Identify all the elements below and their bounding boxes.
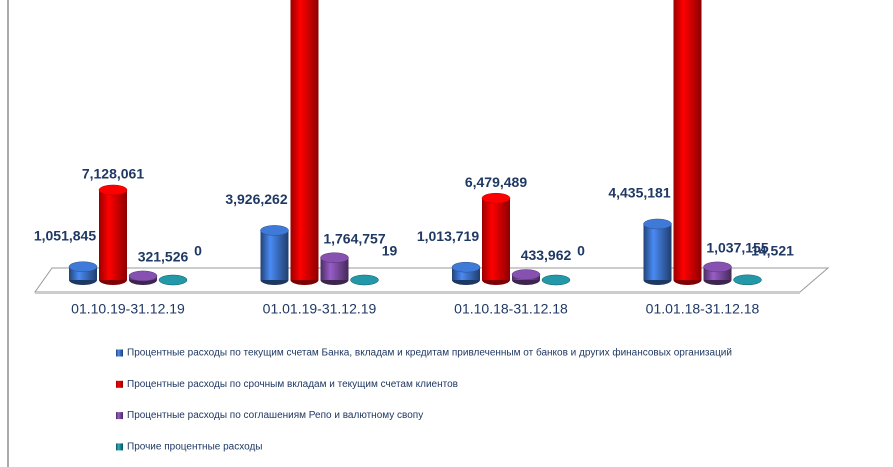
x-tick-label: 01.01.19-31.12.19 bbox=[263, 301, 377, 317]
data-label: 1,037,155 bbox=[706, 240, 768, 256]
data-label: 14,521 bbox=[751, 243, 794, 259]
bar-cap bbox=[733, 274, 762, 286]
x-tick-label: 01.01.18-31.12.18 bbox=[646, 301, 760, 317]
floor-edge bbox=[35, 292, 800, 294]
bar-cap bbox=[320, 252, 349, 263]
bar bbox=[99, 190, 127, 280]
data-label: 0 bbox=[194, 243, 202, 259]
x-tick-label: 01.10.19-31.12.19 bbox=[71, 301, 185, 317]
data-label: 4,435,181 bbox=[608, 185, 670, 201]
bar-cap bbox=[128, 270, 158, 282]
legend-label: Процентные расходы по срочным вкладам и … bbox=[127, 379, 458, 390]
bar-cap bbox=[260, 225, 289, 236]
legend-marker bbox=[116, 443, 123, 451]
legend-label: Процентные расходы по соглашениям Репо и… bbox=[127, 410, 423, 421]
data-label: 3,926,262 bbox=[225, 191, 287, 207]
legend-label: Процентные расходы по текущим счетам Бан… bbox=[127, 347, 732, 359]
bar-cap bbox=[98, 184, 128, 196]
bar-cap bbox=[643, 218, 672, 230]
bar bbox=[482, 198, 510, 280]
data-label: 6,479,489 bbox=[465, 174, 527, 190]
bar bbox=[643, 224, 672, 280]
bar bbox=[290, 0, 319, 280]
data-label: 7,128,061 bbox=[82, 166, 144, 182]
bar-cap bbox=[481, 192, 511, 204]
data-label: 0 bbox=[577, 243, 585, 259]
bar-cap bbox=[68, 261, 98, 272]
data-label: 1,013,719 bbox=[417, 228, 479, 244]
data-label: 433,962 bbox=[521, 247, 572, 263]
data-label: 1,051,845 bbox=[34, 227, 96, 243]
legend-marker bbox=[116, 349, 123, 357]
x-tick-label: 01.10.18-31.12.18 bbox=[454, 301, 568, 317]
legend-marker bbox=[116, 380, 123, 388]
legend-label: Прочие процентные расходы bbox=[127, 442, 262, 453]
bar-cap bbox=[158, 274, 188, 286]
data-label: 321,526 bbox=[138, 249, 189, 265]
bar-cap bbox=[451, 261, 481, 273]
legend-marker bbox=[116, 412, 123, 420]
bar bbox=[673, 0, 702, 281]
bar-cap bbox=[350, 274, 379, 286]
bar-cap bbox=[511, 269, 541, 280]
bar-cap bbox=[541, 274, 571, 286]
bar bbox=[260, 230, 289, 280]
data-label: 19 bbox=[382, 243, 398, 259]
bar bbox=[320, 257, 349, 280]
bar-cap bbox=[703, 261, 732, 273]
data-label: 1,764,757 bbox=[323, 230, 385, 246]
